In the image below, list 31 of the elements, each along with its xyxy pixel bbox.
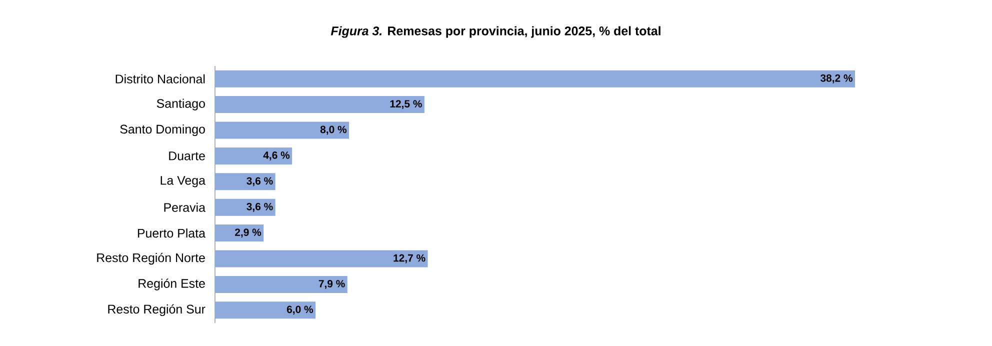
bar — [215, 147, 292, 164]
data-label: 3,6 % — [246, 177, 273, 186]
bar — [215, 173, 276, 190]
data-label: 3,6 % — [246, 202, 273, 212]
data-label: 12,5 % — [390, 100, 422, 110]
data-label: 38,2 % — [820, 74, 853, 84]
y-tick-label: Resto Región Norte — [97, 252, 205, 265]
y-tick-label: Resto Región Sur — [108, 304, 206, 316]
data-label: 12,7 % — [394, 254, 426, 264]
data-label: 6,0 % — [286, 306, 314, 315]
bar — [215, 276, 348, 293]
bar — [215, 122, 350, 139]
bar — [215, 250, 428, 268]
y-tick-label: Región Este — [138, 278, 205, 290]
y-tick-label: Peravia — [164, 202, 206, 212]
bar — [215, 70, 856, 88]
y-tick-label: La Vega — [160, 176, 206, 188]
y-tick-label: Duarte — [169, 152, 205, 160]
data-label: 2,9 % — [235, 228, 262, 238]
y-tick-label: Puerto Plata — [138, 228, 206, 238]
bar — [215, 224, 264, 242]
bar — [215, 302, 316, 319]
chart-title: Figura 3. Remesas por provincia, junio 2025, % del total — [330, 26, 660, 38]
bar — [215, 198, 276, 216]
data-label: 7,9 % — [318, 280, 345, 289]
y-tick-label: Santiago — [156, 98, 205, 110]
y-tick-label: Santo Domingo — [120, 124, 205, 136]
data-label: 4,6 % — [263, 151, 290, 160]
data-label: 8,0 % — [320, 126, 347, 135]
bar — [215, 96, 424, 114]
y-tick-label: Distrito Nacional — [116, 74, 205, 84]
